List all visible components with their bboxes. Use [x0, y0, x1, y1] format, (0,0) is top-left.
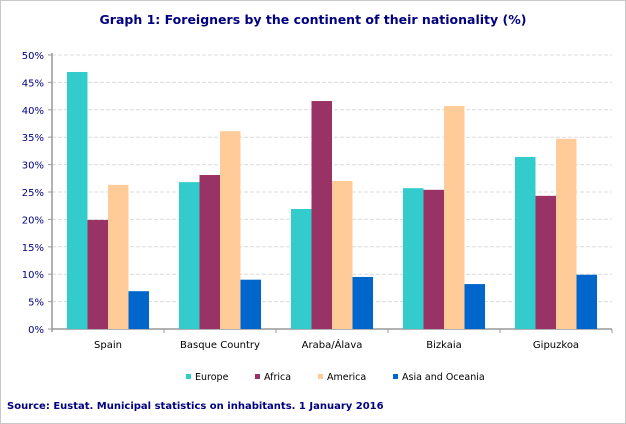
y-tick-label: 0%: [28, 325, 44, 336]
x-tick-label: Spain: [94, 340, 122, 351]
legend-label: Europe: [195, 372, 229, 383]
source-note: Source: Eustat. Municipal statistics on …: [7, 401, 384, 412]
y-tick-label: 5%: [28, 298, 44, 309]
bar-africa: [199, 175, 220, 329]
bar-america: [332, 181, 353, 329]
bar-asia-and-oceania: [576, 274, 597, 329]
bar-america: [556, 138, 577, 329]
bar-america: [220, 131, 241, 329]
y-tick-label: 15%: [22, 243, 44, 254]
bar-asia-and-oceania: [240, 279, 261, 329]
legend-swatch: [186, 374, 191, 379]
legend-label: Asia and Oceania: [402, 372, 485, 383]
x-tick-label: Bizkaia: [426, 340, 462, 351]
y-tick-label: 10%: [22, 270, 44, 281]
legend-label: Africa: [264, 372, 291, 383]
y-tick-label: 30%: [22, 161, 44, 172]
bar-asia-and-oceania: [128, 291, 149, 329]
bar-america: [108, 184, 129, 329]
bar-america: [444, 105, 465, 330]
legend-swatch: [393, 374, 398, 379]
y-tick-label: 40%: [22, 106, 44, 117]
bar-africa: [311, 101, 332, 329]
bar-europe: [515, 156, 536, 329]
y-tick-label: 20%: [22, 215, 44, 226]
bar-europe: [179, 182, 200, 329]
y-tick-label: 25%: [22, 188, 44, 199]
bar-africa: [423, 189, 444, 329]
y-tick-label: 45%: [22, 78, 44, 89]
legend-label: America: [327, 372, 366, 383]
legend-swatch: [255, 374, 260, 379]
bar-europe: [67, 71, 88, 329]
bar-asia-and-oceania: [352, 276, 373, 329]
y-tick-label: 35%: [22, 133, 44, 144]
legend-swatch: [318, 374, 323, 379]
bar-europe: [403, 188, 424, 329]
x-tick-label: Gipuzkoa: [533, 340, 579, 351]
bar-africa: [87, 219, 108, 329]
bar-europe: [291, 208, 312, 329]
chart-title: Graph 1: Foreigners by the continent of …: [99, 12, 527, 27]
y-tick-label: 50%: [22, 51, 44, 62]
x-tick-label: Araba/Álava: [302, 338, 363, 351]
bar-africa: [535, 195, 556, 329]
bar-asia-and-oceania: [464, 284, 485, 329]
x-tick-label: Basque Country: [180, 340, 260, 351]
